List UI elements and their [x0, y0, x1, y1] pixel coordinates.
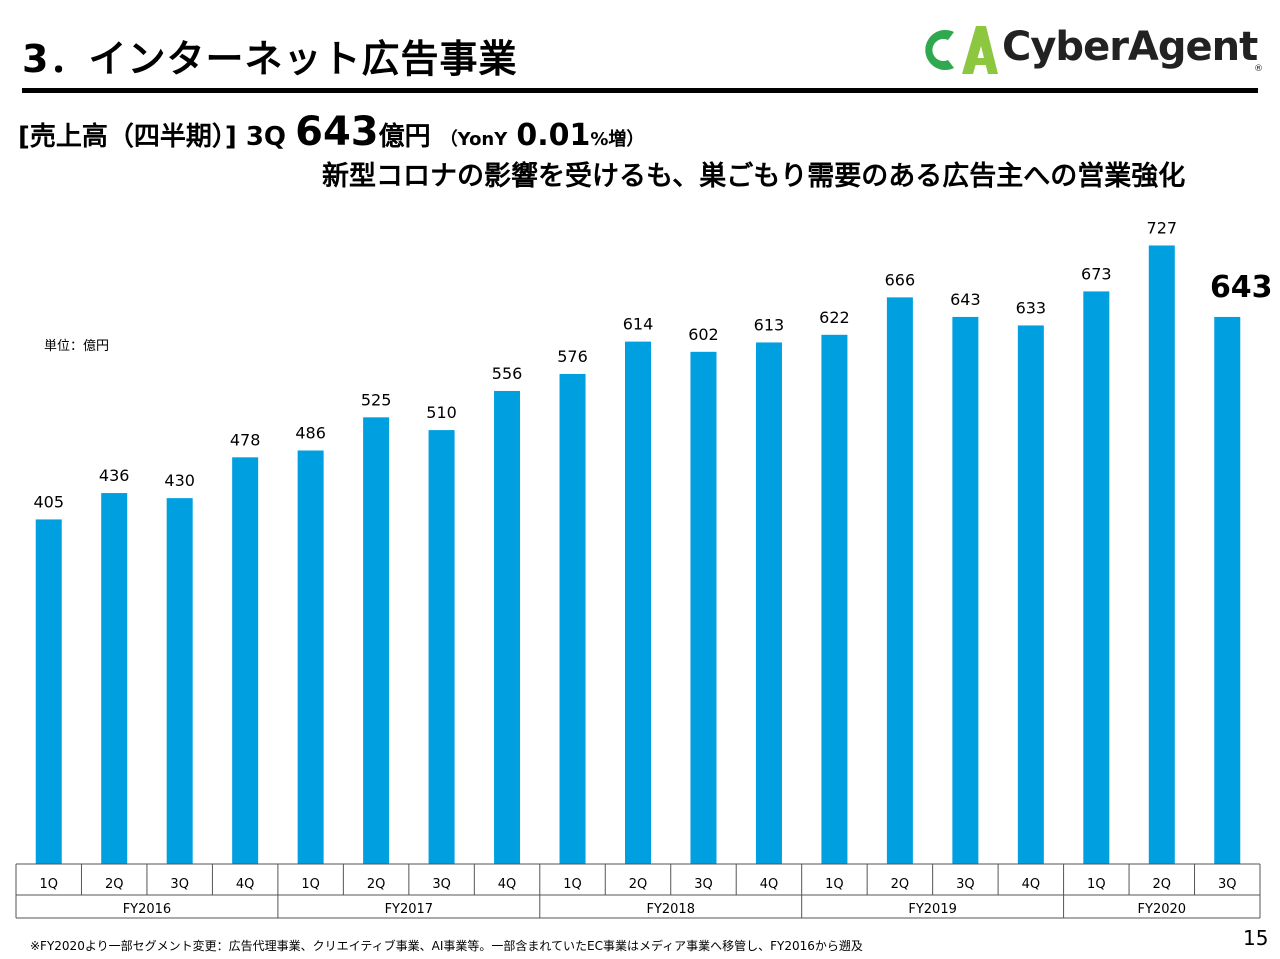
headline-value: 643 — [295, 109, 379, 155]
fiscal-year-label: FY2019 — [908, 902, 957, 917]
category-tick-label: 3Q — [1218, 877, 1237, 892]
page-number: 15 — [1243, 926, 1269, 950]
bar — [101, 493, 128, 864]
bar-value-label: 633 — [1016, 298, 1047, 317]
category-tick-label: 3Q — [432, 877, 451, 892]
bar — [625, 341, 651, 865]
bar-value-label: 666 — [885, 270, 916, 289]
category-tick-label: 3Q — [694, 877, 713, 892]
bar — [690, 351, 717, 865]
category-tick-label: 2Q — [105, 877, 124, 892]
bar-value-label: 405 — [33, 492, 64, 511]
bar — [494, 390, 521, 864]
category-tick-label: 1Q — [301, 877, 320, 892]
category-tick-label: 1Q — [39, 877, 58, 892]
headline-yoy-unit: %増） — [590, 129, 645, 150]
bar-value-label: 622 — [819, 308, 850, 327]
category-tick-label: 1Q — [825, 877, 844, 892]
bar — [1214, 316, 1241, 864]
category-tick-label: 2Q — [367, 877, 386, 892]
category-tick-label: 4Q — [236, 877, 255, 892]
bar — [428, 430, 455, 864]
bar-value-label: 643 — [950, 290, 981, 309]
cyberagent-logo: CyberAgent ® — [920, 20, 1265, 80]
headline-yoy-open: （YonY — [439, 129, 508, 150]
category-tick-label: 3Q — [956, 877, 975, 892]
headline-yoy-value: 0.01 — [516, 118, 591, 153]
headline-subtitle: 新型コロナの影響を受けるも、巣ごもり需要のある広告主への営業強化 — [322, 161, 1186, 192]
bar — [1148, 245, 1175, 865]
page-title: 3．インターネット広告事業 — [22, 37, 518, 81]
category-tick-label: 4Q — [498, 877, 517, 892]
bar-value-label: 525 — [361, 390, 392, 409]
bar — [821, 334, 848, 865]
bar-value-label: 576 — [557, 347, 588, 366]
fiscal-year-label: FY2017 — [385, 902, 434, 917]
bar-value-label: 613 — [754, 315, 785, 334]
bar-value-label: 510 — [426, 403, 457, 422]
logo-text: CyberAgent — [1002, 24, 1258, 70]
category-tick-label: 4Q — [1022, 877, 1041, 892]
category-tick-label: 4Q — [760, 877, 779, 892]
bar-value-label: 478 — [230, 430, 261, 449]
bar-value-label: 727 — [1147, 218, 1178, 237]
headline: [売上高（四半期）] 3Q 643億円 （YonY 0.01%増） — [18, 112, 644, 160]
bar-value-label: 614 — [623, 315, 654, 334]
unit-label: 単位：億円 — [44, 339, 110, 354]
bar — [886, 297, 913, 864]
bar-value-label: 556 — [492, 364, 523, 383]
category-tick-label: 2Q — [629, 877, 648, 892]
bar — [35, 519, 62, 864]
bar-value-label: 602 — [688, 325, 719, 344]
bar — [232, 457, 259, 864]
headline-quarter: 3Q — [245, 122, 287, 152]
category-tick-label: 1Q — [1087, 877, 1106, 892]
category-tick-label: 2Q — [891, 877, 910, 892]
bar — [755, 342, 782, 864]
logo-mark-icon — [925, 26, 998, 74]
fiscal-year-label: FY2018 — [646, 902, 695, 917]
fiscal-year-label: FY2016 — [123, 902, 172, 917]
footnote: ※FY2020より一部セグメント変更：広告代理事業、クリエイティブ事業、AI事業… — [30, 939, 863, 953]
headline-unit: 億円 — [378, 122, 431, 152]
category-tick-label: 2Q — [1153, 877, 1172, 892]
bar — [166, 498, 193, 864]
bar — [297, 450, 324, 864]
bar-value-label: 436 — [99, 466, 130, 485]
bar-value-label: 430 — [164, 471, 195, 490]
logo-registered-mark: ® — [1254, 64, 1263, 74]
bar — [363, 417, 390, 864]
bar — [559, 373, 586, 864]
headline-label: [売上高（四半期）] — [18, 122, 237, 152]
bar-value-label: 673 — [1081, 264, 1112, 283]
bar — [952, 316, 979, 864]
fiscal-year-label: FY2020 — [1138, 902, 1187, 917]
bar — [1083, 291, 1110, 864]
header-divider — [22, 88, 1258, 93]
bar — [1017, 325, 1044, 864]
bar-value-label: 486 — [295, 424, 326, 443]
bar-value-label: 643 — [1210, 270, 1273, 305]
category-tick-label: 1Q — [563, 877, 582, 892]
category-tick-label: 3Q — [170, 877, 189, 892]
